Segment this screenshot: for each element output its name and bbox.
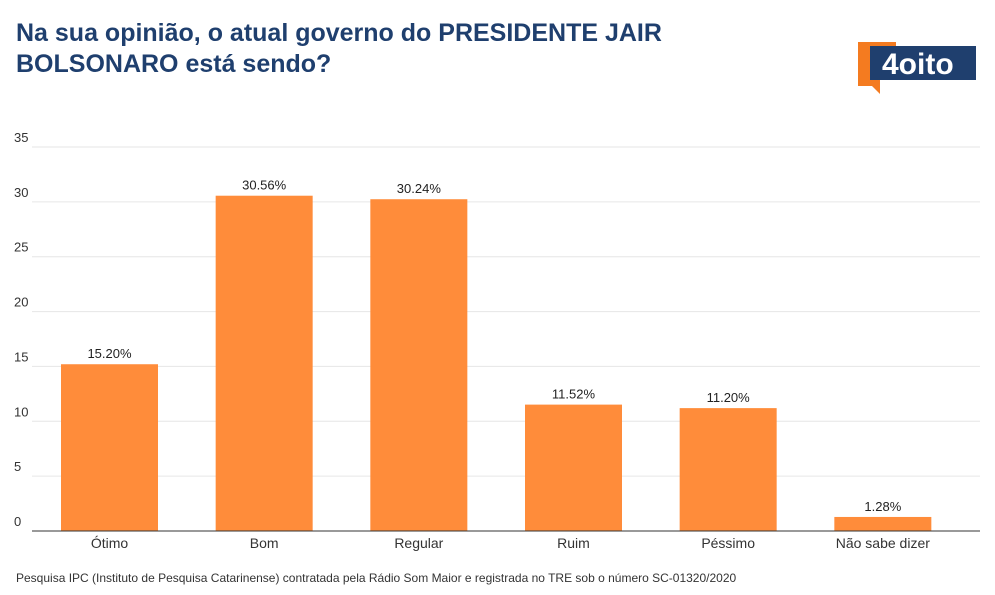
- y-tick-label: 10: [14, 404, 28, 419]
- category-label: Regular: [394, 535, 443, 551]
- data-label: 30.56%: [242, 178, 287, 193]
- bar: [61, 364, 158, 531]
- y-tick-label: 0: [14, 514, 21, 529]
- bar: [215, 195, 313, 532]
- data-label: 11.52%: [552, 387, 596, 402]
- category-label: Péssimo: [701, 535, 755, 551]
- y-tick-label: 5: [14, 459, 21, 474]
- grid-lines: [32, 146, 980, 477]
- y-tick-label: 20: [14, 295, 28, 310]
- category-label: Não sabe dizer: [836, 535, 931, 551]
- data-label: 30.24%: [397, 181, 442, 196]
- y-tick-label: 15: [14, 349, 28, 364]
- bars: 15.20% 30.56% 30.24% 11.52% 11.20% 1.28%: [61, 178, 932, 532]
- y-axis: 0 5 10 15 20 25 30 35: [14, 130, 28, 529]
- source-footnote: Pesquisa IPC (Instituto de Pesquisa Cata…: [16, 571, 737, 585]
- category-label: Bom: [250, 535, 279, 551]
- y-tick-label: 35: [14, 130, 28, 145]
- logo-text: 4oito: [882, 48, 954, 81]
- category-label: Ótimo: [91, 535, 129, 551]
- bar: [525, 404, 622, 531]
- chart-title: Na sua opinião, o atual governo do PRESI…: [16, 19, 662, 78]
- data-label: 1.28%: [864, 499, 901, 514]
- y-tick-label: 25: [14, 240, 28, 255]
- x-axis: Ótimo Bom Regular Ruim Péssimo Não sabe dizer: [32, 530, 980, 551]
- bar: [834, 516, 932, 531]
- category-label: Ruim: [557, 535, 590, 551]
- bar: [679, 408, 777, 531]
- data-label: 11.20%: [707, 390, 751, 405]
- 4oito-logo: 4oito: [858, 42, 976, 94]
- bar: [370, 199, 468, 531]
- data-label: 15.20%: [87, 346, 132, 361]
- y-tick-label: 30: [14, 185, 28, 200]
